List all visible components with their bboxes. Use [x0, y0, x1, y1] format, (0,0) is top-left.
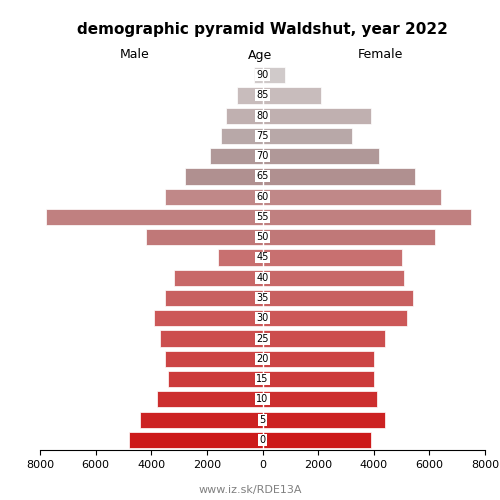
Bar [165, 290, 262, 306]
Bar [262, 310, 407, 326]
Text: 15: 15 [256, 374, 268, 384]
Bar [262, 371, 374, 387]
Bar [254, 67, 262, 83]
Bar [154, 310, 262, 326]
Text: 45: 45 [256, 252, 268, 262]
Bar [184, 168, 262, 184]
Bar [262, 128, 352, 144]
Bar [262, 290, 412, 306]
Bar [174, 270, 262, 286]
Bar [262, 188, 440, 205]
Text: 75: 75 [256, 131, 269, 141]
Text: 80: 80 [256, 110, 268, 120]
Text: Female: Female [358, 48, 403, 62]
Bar [262, 209, 471, 225]
Text: 60: 60 [256, 192, 268, 202]
Text: 90: 90 [256, 70, 268, 80]
Bar [157, 391, 262, 407]
Bar [165, 350, 262, 367]
Bar [146, 229, 262, 246]
Bar [238, 88, 262, 104]
Bar [262, 412, 385, 428]
Bar [160, 330, 262, 346]
Text: 70: 70 [256, 151, 268, 161]
Bar [262, 250, 402, 266]
Text: 25: 25 [256, 334, 269, 344]
Text: 85: 85 [256, 90, 268, 101]
Text: www.iz.sk/RDE13A: www.iz.sk/RDE13A [198, 485, 302, 495]
Bar [140, 412, 262, 428]
Bar [46, 209, 262, 225]
Bar [262, 88, 321, 104]
Bar [262, 432, 371, 448]
Text: 5: 5 [260, 414, 266, 424]
Bar [262, 229, 435, 246]
Bar [262, 330, 385, 346]
Bar [129, 432, 262, 448]
Bar [168, 371, 262, 387]
Bar [262, 270, 404, 286]
Bar [262, 391, 376, 407]
Bar [262, 67, 285, 83]
Text: 50: 50 [256, 232, 268, 242]
Text: Age: Age [248, 48, 272, 62]
Bar [262, 148, 380, 164]
Bar [218, 250, 262, 266]
Bar [226, 108, 262, 124]
Bar [262, 350, 374, 367]
Text: 20: 20 [256, 354, 268, 364]
Bar [262, 108, 371, 124]
Bar [165, 188, 262, 205]
Title: demographic pyramid Waldshut, year 2022: demographic pyramid Waldshut, year 2022 [77, 22, 448, 38]
Text: 30: 30 [256, 314, 268, 324]
Text: 0: 0 [260, 435, 266, 445]
Bar [221, 128, 262, 144]
Bar [210, 148, 262, 164]
Text: 65: 65 [256, 172, 268, 181]
Text: 35: 35 [256, 293, 268, 303]
Text: 55: 55 [256, 212, 269, 222]
Text: 10: 10 [256, 394, 268, 404]
Text: Male: Male [120, 48, 150, 62]
Bar [262, 168, 416, 184]
Text: 40: 40 [256, 273, 268, 283]
